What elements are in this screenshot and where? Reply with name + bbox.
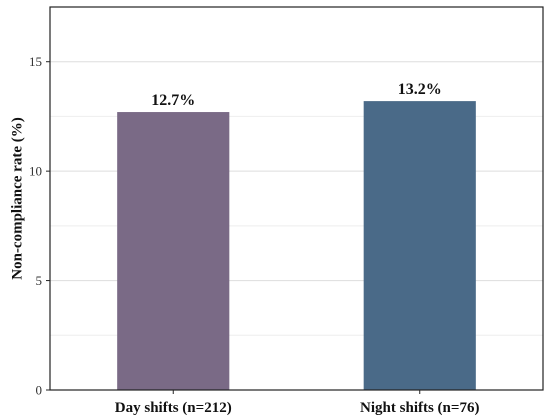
bars [117, 101, 476, 391]
y-tick-label: 5 [36, 273, 43, 288]
data-labels: 12.7% 13.2% [151, 81, 442, 109]
y-axis-ticks: 0 5 10 15 [29, 54, 50, 398]
bar [363, 101, 476, 390]
bar [117, 112, 230, 391]
bar-data-label: 12.7% [151, 92, 195, 109]
y-tick-label: 0 [36, 383, 43, 398]
bar-data-label: 13.2% [398, 81, 442, 98]
y-tick-label: 10 [29, 164, 42, 179]
x-category-label: Night shifts (n=76) [360, 400, 479, 416]
x-axis-categories: Day shifts (n=212) Night shifts (n=76) [115, 390, 479, 416]
y-axis-title: Non-compliance rate (%) [9, 117, 25, 279]
plot-frame [49, 6, 544, 391]
y-tick-label: 15 [29, 54, 42, 69]
x-category-label: Day shifts (n=212) [115, 400, 232, 416]
